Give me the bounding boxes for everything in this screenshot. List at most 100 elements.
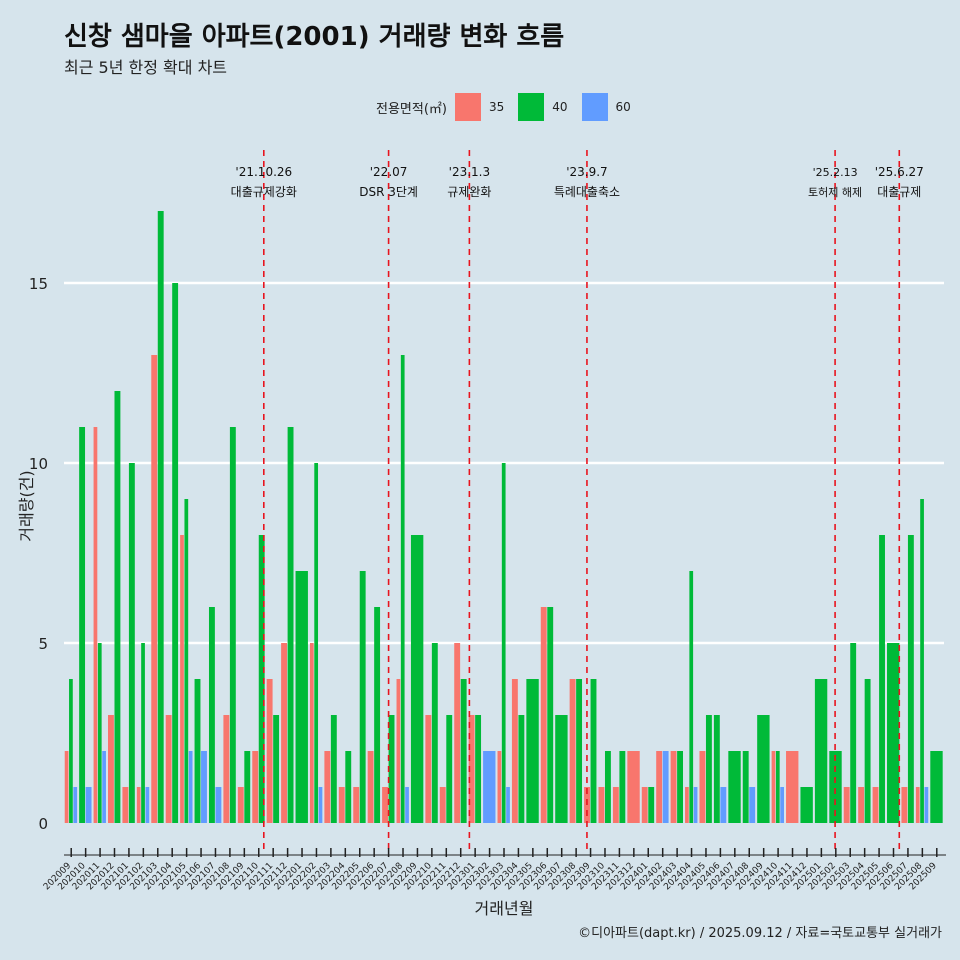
bar-202210-40 bbox=[431, 643, 438, 823]
bar-202311-35 bbox=[612, 787, 619, 823]
bar-202209-40 bbox=[410, 535, 424, 823]
bar-202410-60 bbox=[780, 787, 784, 823]
bar-202010-60 bbox=[85, 787, 92, 823]
legend-swatch-40 bbox=[518, 93, 545, 121]
source-caption: ©디아파트(dapt.kr) / 2025.09.12 / 자료=국토교통부 실… bbox=[578, 926, 942, 941]
legend-label-40: 40 bbox=[552, 100, 568, 114]
bar-202504-35 bbox=[858, 787, 865, 823]
bar-202507-40 bbox=[907, 535, 914, 823]
bar-202201-40 bbox=[295, 571, 308, 823]
bar-202206-40 bbox=[374, 607, 381, 823]
axis-layer: 2020092020102020112020122021012021022021… bbox=[42, 848, 946, 892]
bars-layer bbox=[64, 211, 943, 823]
legend-swatch-60 bbox=[581, 93, 608, 121]
bar-202106-60 bbox=[201, 751, 207, 823]
y-tick-label-10: 10 bbox=[29, 455, 48, 473]
legend-item-40: 40 bbox=[518, 93, 575, 121]
bar-202105-40 bbox=[184, 499, 189, 823]
bar-202109-40 bbox=[244, 751, 251, 823]
annotation-layer: '21.10.26 대출규제강화 '22.07 DSR 3단계 '23.1.3 규제완화 '… bbox=[231, 150, 924, 850]
bar-202107-40 bbox=[208, 607, 215, 823]
bar-202405-35 bbox=[699, 751, 706, 823]
bar-202207-40 bbox=[388, 715, 395, 823]
bar-202110-40 bbox=[258, 535, 265, 823]
bar-202404-40 bbox=[689, 571, 694, 823]
bar-202303-60 bbox=[506, 787, 510, 823]
bar-202405-40 bbox=[705, 715, 712, 823]
annotation-text-4: 토허제 해제 bbox=[808, 185, 862, 199]
bar-202101-35 bbox=[122, 787, 129, 823]
annotation-date-3: '23.9.7 bbox=[566, 165, 607, 179]
bar-202104-35 bbox=[165, 715, 172, 823]
y-tick-label-5: 5 bbox=[38, 635, 48, 653]
bar-202105-60 bbox=[188, 751, 193, 823]
bar-202211-40 bbox=[446, 715, 453, 823]
bar-202301-40 bbox=[475, 715, 482, 823]
bar-202011-60 bbox=[102, 751, 106, 823]
bar-202409-40 bbox=[757, 715, 770, 823]
bar-202306-40 bbox=[547, 607, 554, 823]
bar-202404-60 bbox=[693, 787, 698, 823]
bar-202105-35 bbox=[180, 535, 184, 823]
bar-202009-35 bbox=[64, 751, 69, 823]
bar-202208-60 bbox=[405, 787, 409, 823]
bar-202502-40 bbox=[829, 751, 842, 823]
bar-202011-35 bbox=[93, 427, 98, 823]
annotation-text-1: DSR 3단계 bbox=[359, 185, 418, 199]
bar-202406-40 bbox=[713, 715, 720, 823]
annotation-date-2: '23.1.3 bbox=[449, 165, 490, 179]
bar-202301-35 bbox=[468, 715, 475, 823]
bar-202208-35 bbox=[396, 679, 401, 823]
bar-202507-35 bbox=[901, 787, 908, 823]
bar-202304-35 bbox=[511, 679, 518, 823]
bar-202410-35 bbox=[771, 751, 776, 823]
bar-202210-35 bbox=[425, 715, 432, 823]
bar-202312-35 bbox=[627, 751, 640, 823]
annotation-date-5: '25.6.27 bbox=[875, 165, 924, 179]
bar-202104-40 bbox=[172, 283, 179, 823]
bar-202408-40 bbox=[742, 751, 749, 823]
bar-202509-40 bbox=[930, 751, 943, 823]
bar-202109-35 bbox=[237, 787, 244, 823]
bar-202310-35 bbox=[598, 787, 605, 823]
bar-202505-35 bbox=[872, 787, 879, 823]
y-tick-label-15: 15 bbox=[29, 275, 48, 293]
bar-202411-35 bbox=[786, 751, 799, 823]
annotation-text-3: 특례대출축소 bbox=[554, 185, 620, 199]
annotation-text-5: 대출규제 bbox=[877, 185, 921, 199]
bar-202303-35 bbox=[497, 751, 502, 823]
legend-label-60: 60 bbox=[615, 100, 631, 114]
bar-202208-40 bbox=[400, 355, 405, 823]
bar-202503-35 bbox=[843, 787, 850, 823]
bar-202310-40 bbox=[604, 751, 611, 823]
bar-202205-35 bbox=[353, 787, 360, 823]
bar-202010-40 bbox=[79, 427, 86, 823]
bar-202205-40 bbox=[359, 571, 366, 823]
bar-202402-60 bbox=[662, 751, 669, 823]
bar-202112-40 bbox=[287, 427, 294, 823]
legend-swatch-35 bbox=[454, 93, 481, 121]
y-axis-title: 거래량(건) bbox=[17, 470, 36, 541]
bar-202103-40 bbox=[157, 211, 164, 823]
bar-202508-60 bbox=[924, 787, 929, 823]
legend-label-35: 35 bbox=[488, 100, 505, 114]
bar-202303-40 bbox=[501, 463, 506, 823]
bar-202009-40 bbox=[69, 679, 73, 823]
bar-202106-40 bbox=[194, 679, 201, 823]
bar-202403-35 bbox=[670, 751, 677, 823]
bar-202307-40 bbox=[555, 715, 568, 823]
bar-202108-35 bbox=[223, 715, 230, 823]
bar-202309-40 bbox=[590, 679, 597, 823]
bar-202203-35 bbox=[324, 751, 331, 823]
bar-202403-40 bbox=[677, 751, 684, 823]
bar-202505-40 bbox=[879, 535, 885, 823]
bar-202211-35 bbox=[439, 787, 446, 823]
bar-202012-40 bbox=[114, 391, 121, 823]
bar-202306-35 bbox=[540, 607, 547, 823]
chart-title: 신창 샘마을 아파트(2001) 거래량 변화 흐름 bbox=[64, 22, 565, 52]
bar-202204-35 bbox=[338, 787, 345, 823]
bar-202506-40 bbox=[887, 643, 900, 823]
bar-202204-40 bbox=[345, 751, 352, 823]
bar-202102-35 bbox=[136, 787, 141, 823]
